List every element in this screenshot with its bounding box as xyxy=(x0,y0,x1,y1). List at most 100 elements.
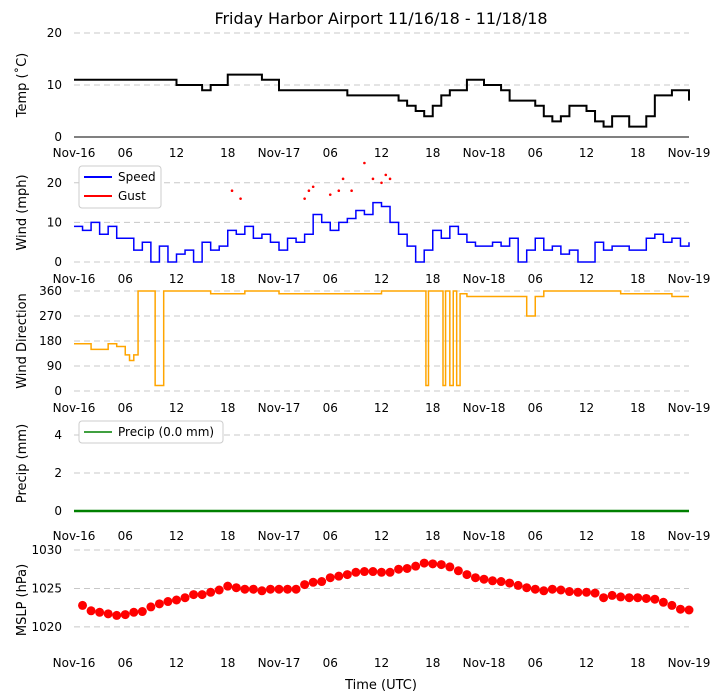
mslp-point xyxy=(78,600,88,610)
mslp-point xyxy=(624,593,634,603)
wind-gust-point xyxy=(230,189,234,193)
mslp-point xyxy=(675,604,685,614)
mslp-point xyxy=(342,570,352,580)
mslp-point xyxy=(274,584,284,594)
mslp-point xyxy=(206,587,216,597)
mslp-point xyxy=(513,580,523,590)
wind-x-tick-label: 06 xyxy=(118,272,133,286)
mslp-point xyxy=(522,583,532,593)
mslp-point xyxy=(590,588,600,598)
chart-title: Friday Harbor Airport 11/16/18 - 11/18/1… xyxy=(214,9,547,28)
wind-y-tick-label: 0 xyxy=(54,255,62,269)
mslp-point xyxy=(453,566,463,576)
wind_direction-y-tick-label: 0 xyxy=(54,384,62,398)
wind-gust-point xyxy=(307,189,311,193)
mslp-point xyxy=(240,584,250,594)
wind-x-tick-label: 18 xyxy=(630,272,645,286)
wind_direction-y-tick-label: 360 xyxy=(39,284,62,298)
wind-y-tick-label: 20 xyxy=(47,176,62,190)
mslp-point xyxy=(658,597,668,607)
mslp-point xyxy=(385,567,395,577)
mslp-point xyxy=(684,605,694,615)
mslp-x-tick-label: 12 xyxy=(374,656,389,670)
mslp-point xyxy=(377,567,386,577)
precipitation-x-tick-label: 12 xyxy=(169,529,184,543)
mslp-point xyxy=(146,602,156,612)
temperature-y-tick-label: 20 xyxy=(47,26,62,40)
wind-speed-series-line xyxy=(74,201,690,263)
mslp-point xyxy=(86,606,96,616)
mslp-point xyxy=(641,593,651,603)
mslp-x-tick-label: 06 xyxy=(323,656,338,670)
mslp-point xyxy=(573,587,583,597)
legend-gust-label: Gust xyxy=(118,189,146,203)
wind-legend: Speed Gust xyxy=(78,165,162,209)
temperature-x-tick-label: 12 xyxy=(374,146,389,160)
mslp-point xyxy=(470,573,480,583)
wind-gust-point xyxy=(363,161,366,165)
temperature-x-tick-label: Nov-18 xyxy=(463,146,506,160)
mslp-point xyxy=(402,563,412,573)
temperature-x-tick-label: 06 xyxy=(323,146,338,160)
wind-panel: 0 10 20 Wind (mph) Nov-16 06 12 18 Nov-17 06 12 18 N… xyxy=(15,161,711,286)
mslp-point xyxy=(436,560,446,570)
mslp-point xyxy=(231,583,241,593)
mslp-point xyxy=(248,584,258,594)
wind-y-tick-label: 10 xyxy=(47,215,62,229)
temperature-panel: 0 10 20 Temp (˚C) Nov-16 06 12 18 Nov-17 06 12 18 No… xyxy=(14,26,710,160)
legend-speed-label: Speed xyxy=(118,170,156,184)
mslp-point xyxy=(394,564,404,574)
temperature-x-tick-label: Nov-19 xyxy=(668,146,711,160)
mslp-point xyxy=(257,586,267,596)
mslp-x-tick-label: 06 xyxy=(118,656,133,670)
mslp-x-tick-label: Nov-19 xyxy=(668,656,711,670)
precipitation-x-tick-label: 06 xyxy=(323,529,338,543)
precip-legend-box xyxy=(78,420,224,444)
mslp-point xyxy=(120,610,130,620)
wind-gust-point xyxy=(337,189,341,193)
wind-x-tick-label: 12 xyxy=(169,272,184,286)
mslp-point xyxy=(564,587,574,597)
mslp-point xyxy=(325,573,335,583)
mslp-point xyxy=(607,590,617,600)
temperature-x-tick-label: 06 xyxy=(118,146,133,160)
mslp-x-tick-label: 18 xyxy=(425,656,440,670)
mslp-point xyxy=(189,590,199,600)
temperature-series-line xyxy=(74,73,690,128)
wind_direction-x-tick-label: 18 xyxy=(630,401,645,415)
mslp-point xyxy=(300,580,310,590)
mslp-point xyxy=(488,576,498,586)
temperature-y-tick-label: 10 xyxy=(47,78,62,92)
wind_direction-x-tick-label: 12 xyxy=(579,401,594,415)
mslp-point xyxy=(223,581,233,591)
mslp-point xyxy=(428,559,438,569)
wind-x-tick-label: Nov-19 xyxy=(668,272,711,286)
precipitation-x-tick-label: 06 xyxy=(528,529,543,543)
wind_direction-x-tick-label: 18 xyxy=(220,401,235,415)
wind_direction-y-tick-label: 90 xyxy=(47,359,62,373)
temperature-x-tick-label: 06 xyxy=(528,146,543,160)
wind-gust-point xyxy=(311,185,315,189)
precipitation-x-tick-label: Nov-19 xyxy=(668,529,711,543)
temperature-x-tick-label: 12 xyxy=(169,146,184,160)
wind_direction-y-axis-label: Wind Direction xyxy=(15,293,30,389)
temperature-x-tick-label: Nov-17 xyxy=(258,146,301,160)
mslp-point xyxy=(599,593,609,603)
mslp-x-tick-label: 18 xyxy=(630,656,645,670)
temperature-x-tick-label: 18 xyxy=(630,146,645,160)
mslp-x-tick-label: 12 xyxy=(169,656,184,670)
mslp-point xyxy=(650,594,660,604)
wind-x-tick-label: Nov-17 xyxy=(258,272,301,286)
mslp-point xyxy=(479,574,489,584)
precipitation-x-tick-label: 18 xyxy=(630,529,645,543)
mslp-point xyxy=(180,593,190,603)
mslp-point xyxy=(496,577,506,587)
wind_direction-x-tick-label: 12 xyxy=(169,401,184,415)
mslp-x-tick-label: 12 xyxy=(579,656,594,670)
mslp-point xyxy=(556,585,566,595)
mslp-point xyxy=(368,567,378,577)
wind_direction-x-tick-label: Nov-19 xyxy=(668,401,711,415)
wind-gust-point xyxy=(371,177,375,181)
